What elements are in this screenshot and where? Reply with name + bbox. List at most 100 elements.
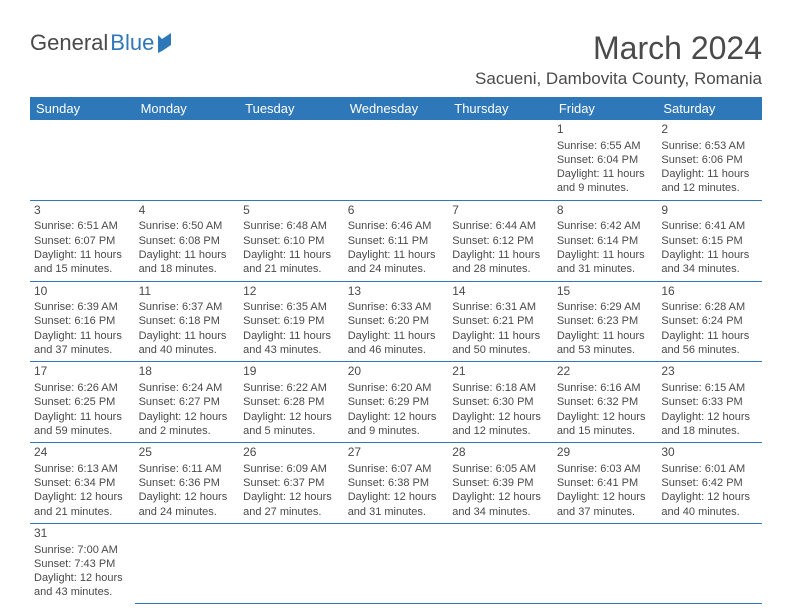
day-number: 18 bbox=[139, 364, 236, 380]
calendar-week-row: 24Sunrise: 6:13 AMSunset: 6:34 PMDayligh… bbox=[30, 443, 762, 524]
calendar-cell: 20Sunrise: 6:20 AMSunset: 6:29 PMDayligh… bbox=[344, 362, 449, 443]
day-number: 20 bbox=[348, 364, 445, 380]
sunrise-text: Sunrise: 6:22 AM bbox=[243, 381, 340, 395]
daylight-text: Daylight: 11 hours and 24 minutes. bbox=[348, 248, 445, 277]
daylight-text: Daylight: 11 hours and 15 minutes. bbox=[34, 248, 131, 277]
sunrise-text: Sunrise: 6:37 AM bbox=[139, 300, 236, 314]
sunrise-text: Sunrise: 6:48 AM bbox=[243, 219, 340, 233]
sunset-text: Sunset: 6:12 PM bbox=[452, 234, 549, 248]
sunset-text: Sunset: 6:34 PM bbox=[34, 476, 131, 490]
daylight-text: Daylight: 12 hours and 43 minutes. bbox=[34, 571, 131, 600]
daylight-text: Daylight: 12 hours and 9 minutes. bbox=[348, 410, 445, 439]
sunrise-text: Sunrise: 6:53 AM bbox=[661, 139, 758, 153]
day-number: 27 bbox=[348, 445, 445, 461]
sunset-text: Sunset: 6:14 PM bbox=[557, 234, 654, 248]
sunset-text: Sunset: 6:36 PM bbox=[139, 476, 236, 490]
sunset-text: Sunset: 6:21 PM bbox=[452, 314, 549, 328]
sunrise-text: Sunrise: 6:24 AM bbox=[139, 381, 236, 395]
sunset-text: Sunset: 6:33 PM bbox=[661, 395, 758, 409]
day-header: Friday bbox=[553, 97, 658, 120]
sunset-text: Sunset: 6:28 PM bbox=[243, 395, 340, 409]
daylight-text: Daylight: 12 hours and 37 minutes. bbox=[557, 490, 654, 519]
daylight-text: Daylight: 11 hours and 56 minutes. bbox=[661, 329, 758, 358]
sunset-text: Sunset: 6:11 PM bbox=[348, 234, 445, 248]
calendar-cell: 7Sunrise: 6:44 AMSunset: 6:12 PMDaylight… bbox=[448, 200, 553, 281]
day-number: 15 bbox=[557, 284, 654, 300]
calendar-cell: 8Sunrise: 6:42 AMSunset: 6:14 PMDaylight… bbox=[553, 200, 658, 281]
daylight-text: Daylight: 12 hours and 15 minutes. bbox=[557, 410, 654, 439]
day-header: Saturday bbox=[657, 97, 762, 120]
daylight-text: Daylight: 11 hours and 9 minutes. bbox=[557, 167, 654, 196]
calendar-cell: 31Sunrise: 7:00 AMSunset: 7:43 PMDayligh… bbox=[30, 523, 135, 603]
daylight-text: Daylight: 12 hours and 5 minutes. bbox=[243, 410, 340, 439]
daylight-text: Daylight: 12 hours and 34 minutes. bbox=[452, 490, 549, 519]
day-number: 23 bbox=[661, 364, 758, 380]
calendar-cell bbox=[239, 120, 344, 200]
day-number: 24 bbox=[34, 445, 131, 461]
day-number: 26 bbox=[243, 445, 340, 461]
calendar-cell bbox=[239, 523, 344, 603]
daylight-text: Daylight: 11 hours and 37 minutes. bbox=[34, 329, 131, 358]
day-number: 30 bbox=[661, 445, 758, 461]
day-number: 11 bbox=[139, 284, 236, 300]
sunset-text: Sunset: 6:20 PM bbox=[348, 314, 445, 328]
calendar-week-row: 1Sunrise: 6:55 AMSunset: 6:04 PMDaylight… bbox=[30, 120, 762, 200]
sunset-text: Sunset: 6:19 PM bbox=[243, 314, 340, 328]
calendar-cell: 9Sunrise: 6:41 AMSunset: 6:15 PMDaylight… bbox=[657, 200, 762, 281]
daylight-text: Daylight: 11 hours and 12 minutes. bbox=[661, 167, 758, 196]
calendar-cell: 2Sunrise: 6:53 AMSunset: 6:06 PMDaylight… bbox=[657, 120, 762, 200]
calendar-cell: 5Sunrise: 6:48 AMSunset: 6:10 PMDaylight… bbox=[239, 200, 344, 281]
sunset-text: Sunset: 6:25 PM bbox=[34, 395, 131, 409]
sunset-text: Sunset: 6:16 PM bbox=[34, 314, 131, 328]
day-number: 28 bbox=[452, 445, 549, 461]
location-line: Sacueni, Dambovita County, Romania bbox=[30, 69, 762, 89]
day-number: 25 bbox=[139, 445, 236, 461]
daylight-text: Daylight: 12 hours and 12 minutes. bbox=[452, 410, 549, 439]
daylight-text: Daylight: 11 hours and 28 minutes. bbox=[452, 248, 549, 277]
daylight-text: Daylight: 11 hours and 43 minutes. bbox=[243, 329, 340, 358]
calendar-cell: 26Sunrise: 6:09 AMSunset: 6:37 PMDayligh… bbox=[239, 443, 344, 524]
day-number: 7 bbox=[452, 203, 549, 219]
sunrise-text: Sunrise: 6:44 AM bbox=[452, 219, 549, 233]
day-header: Thursday bbox=[448, 97, 553, 120]
calendar-cell bbox=[448, 523, 553, 603]
sunrise-text: Sunrise: 6:16 AM bbox=[557, 381, 654, 395]
sunset-text: Sunset: 6:15 PM bbox=[661, 234, 758, 248]
sunset-text: Sunset: 6:10 PM bbox=[243, 234, 340, 248]
sunrise-text: Sunrise: 6:09 AM bbox=[243, 462, 340, 476]
page-title: March 2024 bbox=[593, 30, 762, 67]
day-number: 13 bbox=[348, 284, 445, 300]
sunrise-text: Sunrise: 6:42 AM bbox=[557, 219, 654, 233]
day-number: 21 bbox=[452, 364, 549, 380]
calendar-cell: 27Sunrise: 6:07 AMSunset: 6:38 PMDayligh… bbox=[344, 443, 449, 524]
calendar-cell: 15Sunrise: 6:29 AMSunset: 6:23 PMDayligh… bbox=[553, 281, 658, 362]
day-header: Wednesday bbox=[344, 97, 449, 120]
sunset-text: Sunset: 6:18 PM bbox=[139, 314, 236, 328]
calendar-cell: 29Sunrise: 6:03 AMSunset: 6:41 PMDayligh… bbox=[553, 443, 658, 524]
day-number: 12 bbox=[243, 284, 340, 300]
day-number: 10 bbox=[34, 284, 131, 300]
calendar-cell: 10Sunrise: 6:39 AMSunset: 6:16 PMDayligh… bbox=[30, 281, 135, 362]
sunrise-text: Sunrise: 6:55 AM bbox=[557, 139, 654, 153]
sunset-text: Sunset: 6:29 PM bbox=[348, 395, 445, 409]
sunset-text: Sunset: 6:41 PM bbox=[557, 476, 654, 490]
day-header-row: Sunday Monday Tuesday Wednesday Thursday… bbox=[30, 97, 762, 120]
calendar-cell: 25Sunrise: 6:11 AMSunset: 6:36 PMDayligh… bbox=[135, 443, 240, 524]
sunrise-text: Sunrise: 6:39 AM bbox=[34, 300, 131, 314]
sunrise-text: Sunrise: 6:15 AM bbox=[661, 381, 758, 395]
calendar-week-row: 17Sunrise: 6:26 AMSunset: 6:25 PMDayligh… bbox=[30, 362, 762, 443]
calendar-week-row: 31Sunrise: 7:00 AMSunset: 7:43 PMDayligh… bbox=[30, 523, 762, 603]
sunset-text: Sunset: 6:42 PM bbox=[661, 476, 758, 490]
calendar-cell: 11Sunrise: 6:37 AMSunset: 6:18 PMDayligh… bbox=[135, 281, 240, 362]
sunset-text: Sunset: 6:07 PM bbox=[34, 234, 131, 248]
calendar-cell: 19Sunrise: 6:22 AMSunset: 6:28 PMDayligh… bbox=[239, 362, 344, 443]
sunrise-text: Sunrise: 6:18 AM bbox=[452, 381, 549, 395]
calendar-cell: 14Sunrise: 6:31 AMSunset: 6:21 PMDayligh… bbox=[448, 281, 553, 362]
day-number: 9 bbox=[661, 203, 758, 219]
sunrise-text: Sunrise: 6:03 AM bbox=[557, 462, 654, 476]
sunrise-text: Sunrise: 6:05 AM bbox=[452, 462, 549, 476]
day-number: 14 bbox=[452, 284, 549, 300]
calendar-week-row: 3Sunrise: 6:51 AMSunset: 6:07 PMDaylight… bbox=[30, 200, 762, 281]
calendar-week-row: 10Sunrise: 6:39 AMSunset: 6:16 PMDayligh… bbox=[30, 281, 762, 362]
calendar-cell: 30Sunrise: 6:01 AMSunset: 6:42 PMDayligh… bbox=[657, 443, 762, 524]
